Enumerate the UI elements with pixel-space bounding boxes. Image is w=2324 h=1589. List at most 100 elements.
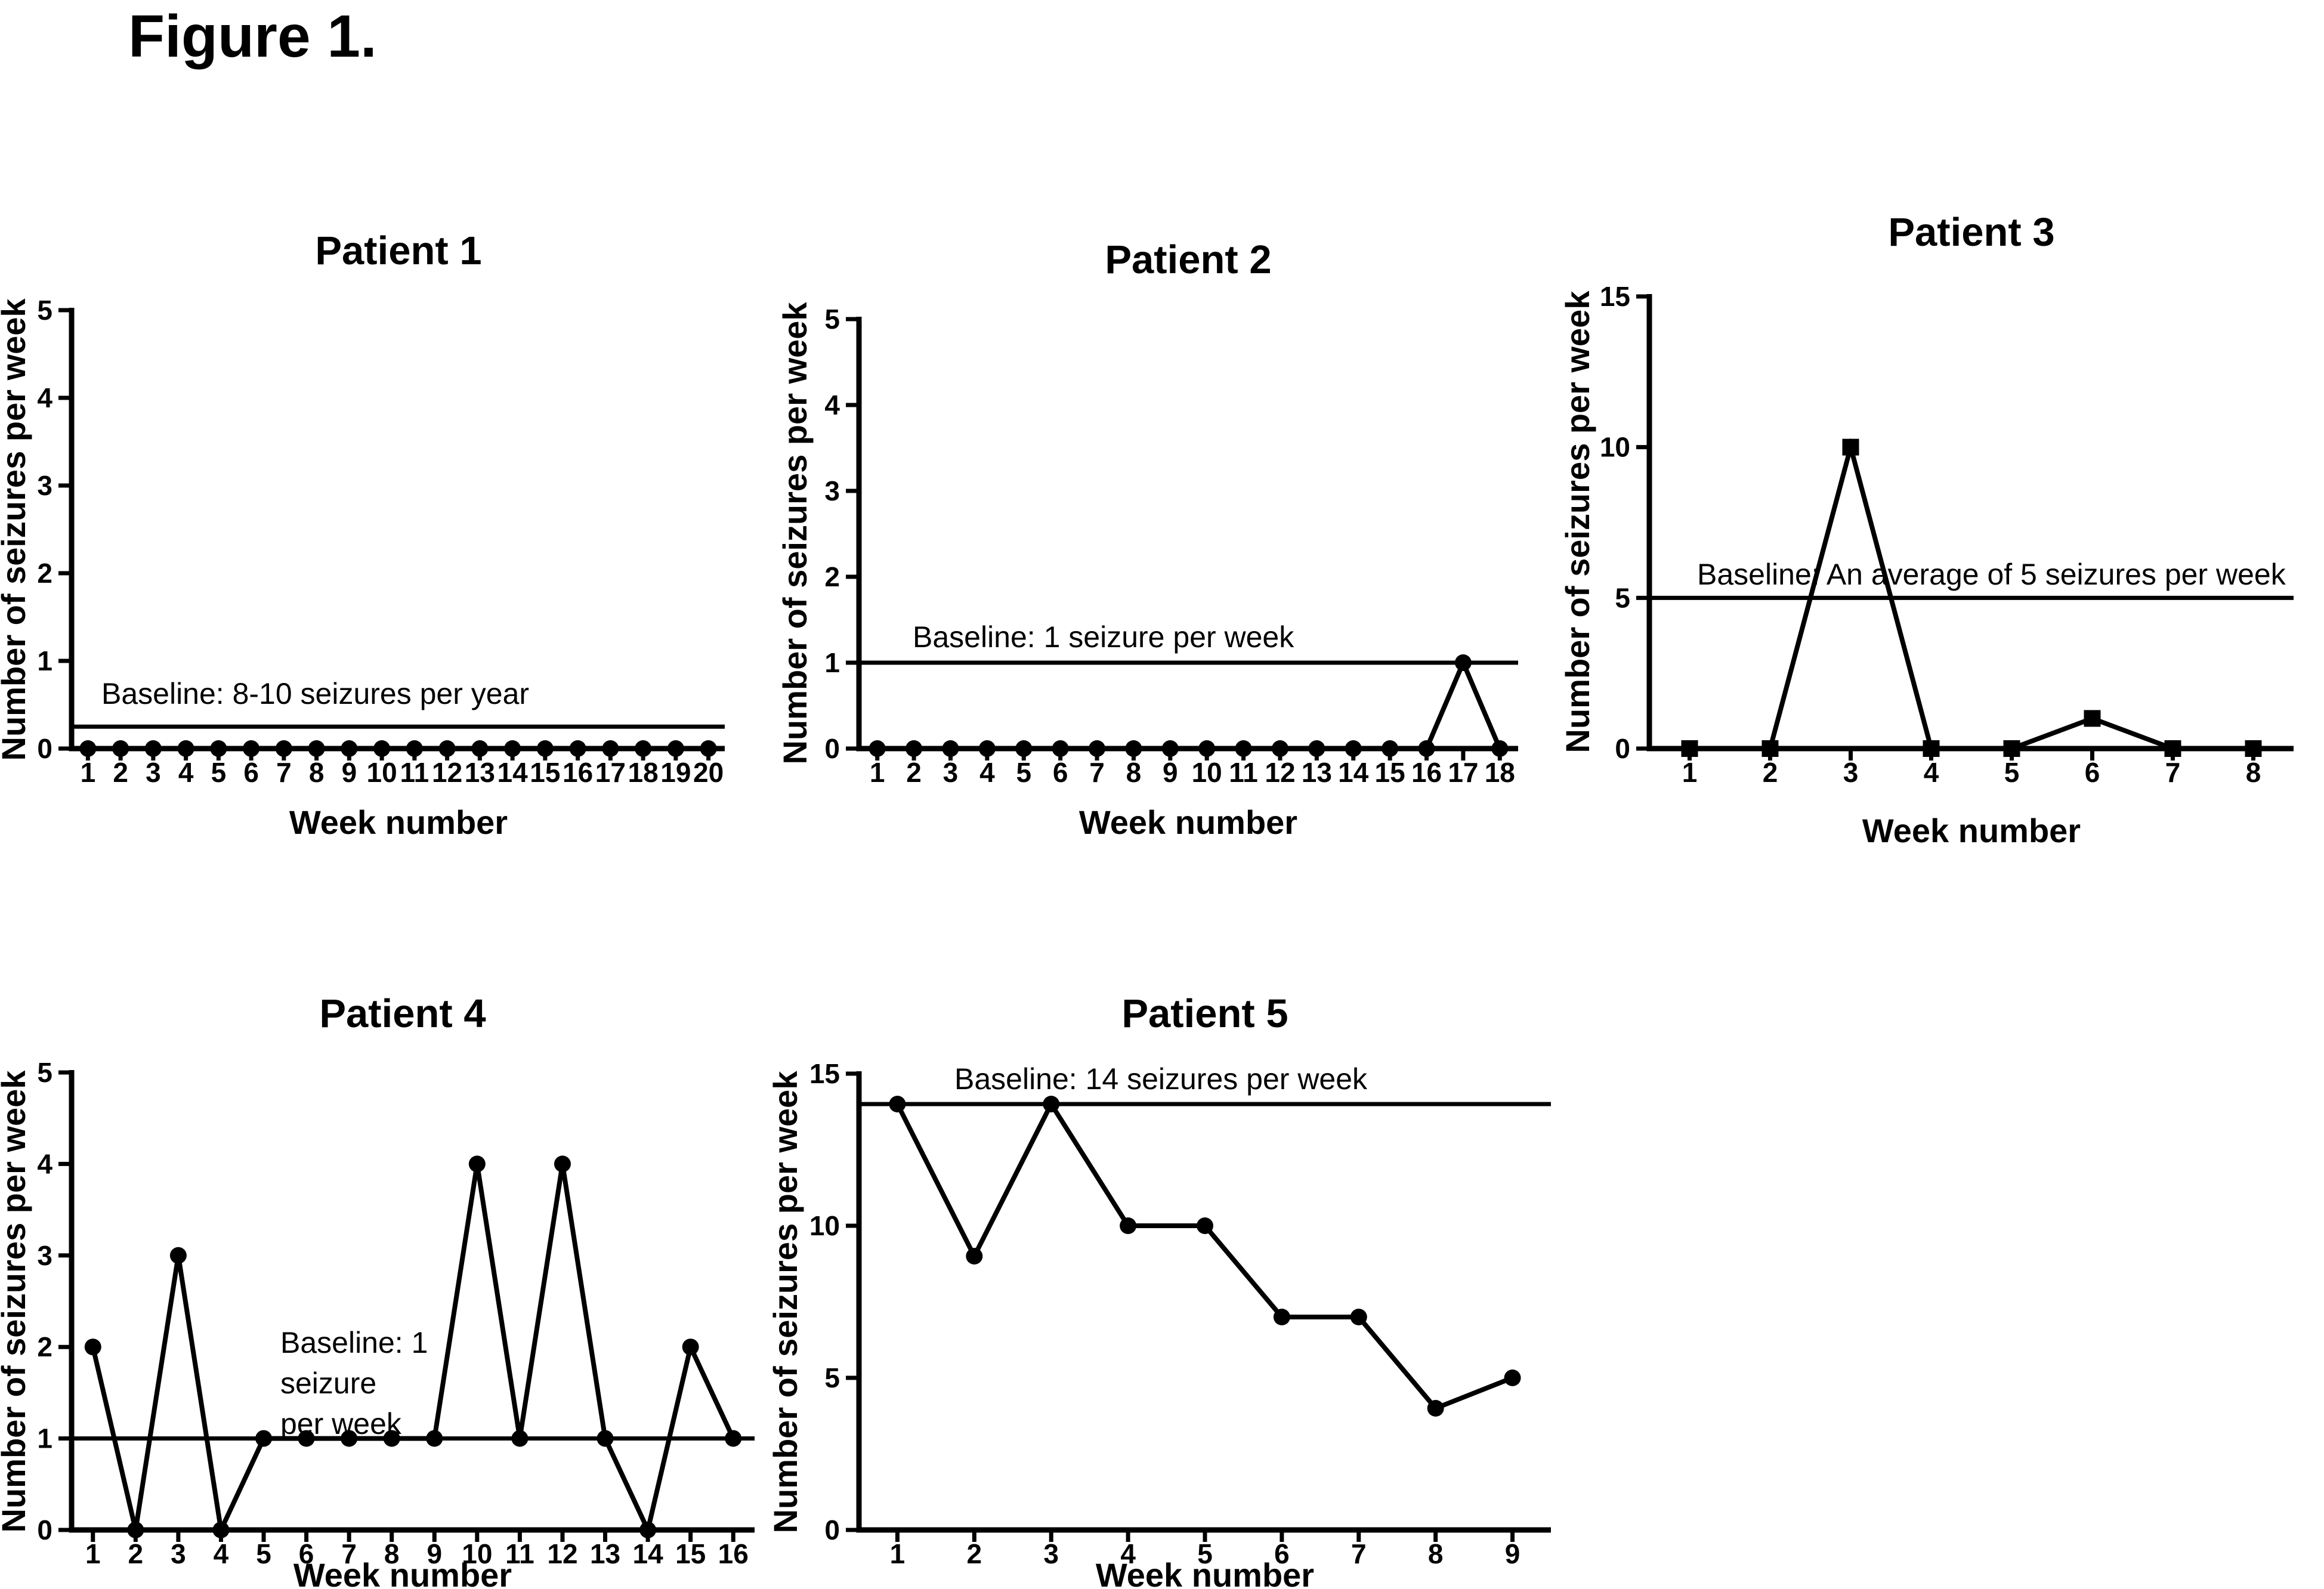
x-tick-label: 2 [906,757,922,788]
data-point-circle [1418,740,1435,757]
data-point-circle [536,740,554,757]
data-point-circle [569,740,586,757]
data-point-circle [169,1247,187,1264]
x-tick-label: 7 [1351,1538,1367,1569]
data-point-circle [889,1096,906,1112]
data-point-circle [942,740,959,757]
data-point-circle [869,740,886,757]
data-point-circle [1504,1369,1521,1386]
data-point-square [2164,740,2181,757]
x-tick-label: 18 [1485,757,1515,788]
y-tick-label: 3 [824,475,840,506]
x-tick-label: 6 [1274,1538,1290,1569]
x-tick-label: 15 [675,1538,706,1569]
data-point-square [1923,740,1940,757]
data-point-circle [308,740,325,757]
x-tick-label: 4 [178,757,194,788]
chart-title: Patient 5 [1121,991,1288,1036]
data-point-circle [1427,1400,1444,1417]
y-axis-label: Number of seizures per week [0,298,32,761]
x-tick-label: 2 [1763,757,1778,788]
chart-title: Patient 3 [1888,210,2054,255]
data-point-circle [373,740,391,757]
chart-title: Patient 1 [315,228,481,273]
x-tick-label: 20 [693,757,724,788]
x-tick-label: 4 [979,757,995,788]
x-axis-label: Week number [1862,812,2081,849]
x-tick-label: 5 [2004,757,2020,788]
x-tick-label: 8 [309,757,325,788]
y-tick-label: 0 [824,733,840,764]
x-tick-label: 3 [1843,757,1859,788]
chart-title: Patient 2 [1105,237,1271,282]
x-tick-label: 15 [1375,757,1405,788]
x-tick-label: 16 [1411,757,1442,788]
y-tick-label: 1 [37,1423,52,1454]
data-point-circle [1271,740,1288,757]
baseline-annotation: seizure [280,1367,376,1400]
x-tick-label: 11 [400,757,429,788]
x-tick-label: 9 [1163,757,1178,788]
data-point-circle [298,1430,315,1447]
x-tick-label: 10 [1192,757,1222,788]
x-tick-label: 12 [1265,757,1295,788]
x-tick-label: 17 [1448,757,1478,788]
data-point-circle [1161,740,1179,757]
data-point-circle [1382,740,1399,757]
x-tick-label: 4 [1120,1538,1136,1569]
y-tick-label: 0 [37,1514,52,1545]
y-tick-label: 4 [37,382,52,413]
x-tick-label: 12 [432,757,462,788]
x-tick-label: 5 [1197,1538,1213,1569]
chart-patient-4: Patient 4 Number of seizures per week Week… [0,991,755,1589]
data-point-circle [725,1430,742,1447]
x-tick-label: 10 [462,1538,492,1569]
y-tick-label: 1 [824,647,840,678]
data-line [877,656,1502,751]
x-tick-label: 4 [1924,757,1939,788]
x-tick-label: 8 [1126,757,1142,788]
y-tick-label: 5 [37,1057,52,1088]
data-point-circle [210,740,227,757]
y-axis-label: Number of seizures per week [767,1071,804,1534]
data-point-circle [667,740,684,757]
baseline-annotation: Baseline: 14 seizures per week [954,1062,1368,1096]
x-tick-label: 4 [214,1538,229,1569]
chart-patient-3: Patient 3 Number of seizures per week Week… [1559,210,2294,849]
figure-title: Figure 1. [128,3,377,70]
y-tick-label: 10 [809,1210,840,1241]
x-tick-label: 3 [146,757,161,788]
y-tick-label: 15 [809,1058,840,1089]
data-point-circle [906,740,923,757]
data-point-circle [471,740,489,757]
x-tick-label: 1 [81,757,96,788]
x-tick-label: 8 [2246,757,2261,788]
data-point-circle [177,740,194,757]
data-point-circle [1198,740,1216,757]
data-point-circle [426,1430,443,1447]
x-tick-label: 5 [1016,757,1031,788]
data-point-circle [978,740,996,757]
baseline-annotation: Baseline: 1 seizure per week [913,620,1294,654]
x-axis-label: Week number [289,803,508,841]
x-tick-label: 14 [633,1538,664,1569]
data-point-circle [84,1338,101,1356]
data-point-circle [341,740,358,757]
y-tick-label: 10 [1600,432,1630,463]
y-tick-label: 5 [1615,582,1630,613]
data-point-circle [468,1155,486,1173]
data-point-circle [1273,1309,1290,1325]
x-tick-label: 1 [85,1538,101,1569]
x-tick-label: 17 [595,757,626,788]
y-tick-label: 0 [1615,733,1630,764]
x-tick-label: 7 [276,757,292,788]
data-point-circle [1491,740,1509,757]
data-point-circle [212,1522,230,1538]
x-tick-label: 7 [2165,757,2181,788]
baseline-annotation: Baseline: 8-10 seizures per year [101,677,529,710]
y-tick-label: 5 [37,295,52,326]
data-point-circle [79,740,97,757]
data-point-circle [1015,740,1033,757]
data-point-circle [1052,740,1069,757]
